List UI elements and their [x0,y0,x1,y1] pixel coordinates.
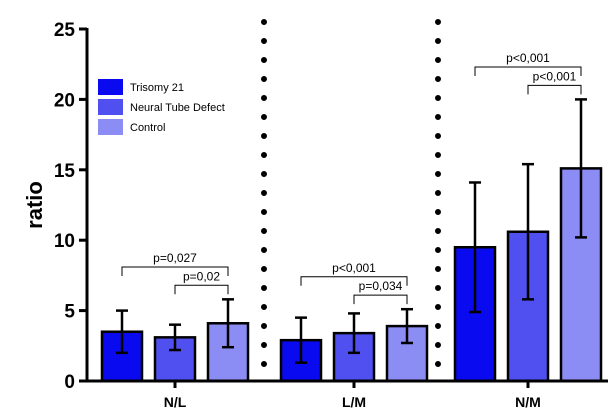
bars [100,167,603,383]
y-tick-label: 25 [54,20,76,41]
significance-bracket [474,66,582,77]
legend-label: Control [130,122,165,134]
legend-swatch [98,79,123,95]
p-value-label: p<0,001 [332,261,376,275]
y-tick-label: 0 [64,372,75,393]
y-tick-label: 10 [54,231,75,252]
separators [261,19,441,381]
legend-label: Neural Tube Defect [130,102,225,114]
p-value-label: p<0,001 [506,51,550,65]
legend-swatch [98,99,123,115]
y-tick-label: 15 [54,161,76,182]
significance-bracket [121,266,229,276]
y-tick-label: 5 [64,302,75,323]
p-value-label: p=0,02 [183,269,220,283]
legend-swatch [98,119,123,135]
y-tick-label: 20 [54,90,75,111]
y-axis-label: ratio [22,181,47,229]
x-tick-label: N/M [515,394,541,410]
significance-bracket [174,284,229,295]
p-value-label: p=0,027 [153,251,197,265]
significance-bracket [353,294,408,305]
legend: Trisomy 21 Neural Tube Defect Control [98,79,225,135]
axes: 0 5 10 15 20 25 N/L L/M N/M [54,20,608,410]
error-bars [116,98,587,364]
significance-annotations: p=0,027 p=0,02 p<0,001 p=0,034 p<0,001 p<0,00… [121,51,582,305]
legend-label: Trisomy 21 [130,82,184,94]
significance-bracket [527,84,582,95]
x-tick-label: L/M [342,394,366,410]
significance-bracket [300,276,408,286]
p-value-label: p=0,034 [359,279,403,293]
p-value-label: p<0,001 [533,69,577,83]
x-tick-label: N/L [164,394,187,410]
